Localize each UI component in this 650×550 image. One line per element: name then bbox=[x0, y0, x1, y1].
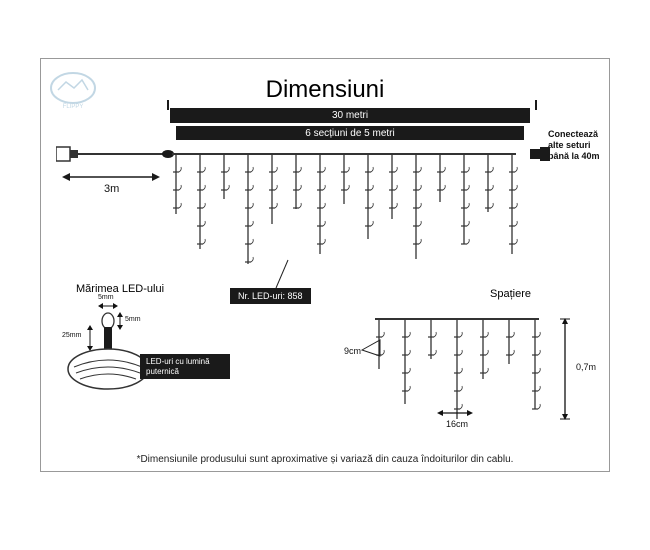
led-w-label: 5mm bbox=[98, 294, 114, 301]
drop-pointer bbox=[360, 336, 390, 361]
led-count-pointer bbox=[262, 258, 292, 290]
led-count-text: Nr. LED-uri: 858 bbox=[238, 291, 303, 301]
top-bar-ticks bbox=[164, 100, 540, 110]
sections-bar: 6 secțiuni de 5 metri bbox=[176, 126, 524, 140]
footnote-text: *Dimensiunile produsului sunt aproximati… bbox=[0, 454, 650, 465]
led-size-title: Mărimea LED-ului bbox=[76, 283, 164, 295]
cable-length-label: 3m bbox=[104, 183, 119, 195]
connect-l3: până la 40m bbox=[548, 151, 600, 162]
spacing-title: Spațiere bbox=[490, 288, 531, 300]
height-arrow bbox=[560, 317, 572, 422]
led-count-bar: Nr. LED-uri: 858 bbox=[230, 288, 311, 304]
led-caption: LED-uri cu lumină puternică bbox=[140, 354, 230, 379]
led-h-label: 5mm bbox=[125, 316, 141, 323]
height-label: 0,7m bbox=[576, 362, 596, 372]
connect-l1: Conectează bbox=[548, 129, 600, 140]
main-curtain-diagram bbox=[172, 150, 542, 280]
svg-text:FLIPPY: FLIPPY bbox=[63, 104, 84, 110]
led-base-label: 25mm bbox=[62, 332, 81, 339]
top-length-bar: 30 metri bbox=[170, 108, 530, 123]
top-length-text: 30 metri bbox=[332, 110, 368, 121]
drop-spacing-label: 9cm bbox=[344, 346, 361, 356]
connect-l2: alte seturi bbox=[548, 140, 600, 151]
sections-text: 6 secțiuni de 5 metri bbox=[305, 128, 395, 139]
plug-cable bbox=[56, 143, 176, 173]
gap-label: 16cm bbox=[446, 419, 468, 429]
connect-label: Conectează alte seturi până la 40m bbox=[548, 129, 600, 161]
